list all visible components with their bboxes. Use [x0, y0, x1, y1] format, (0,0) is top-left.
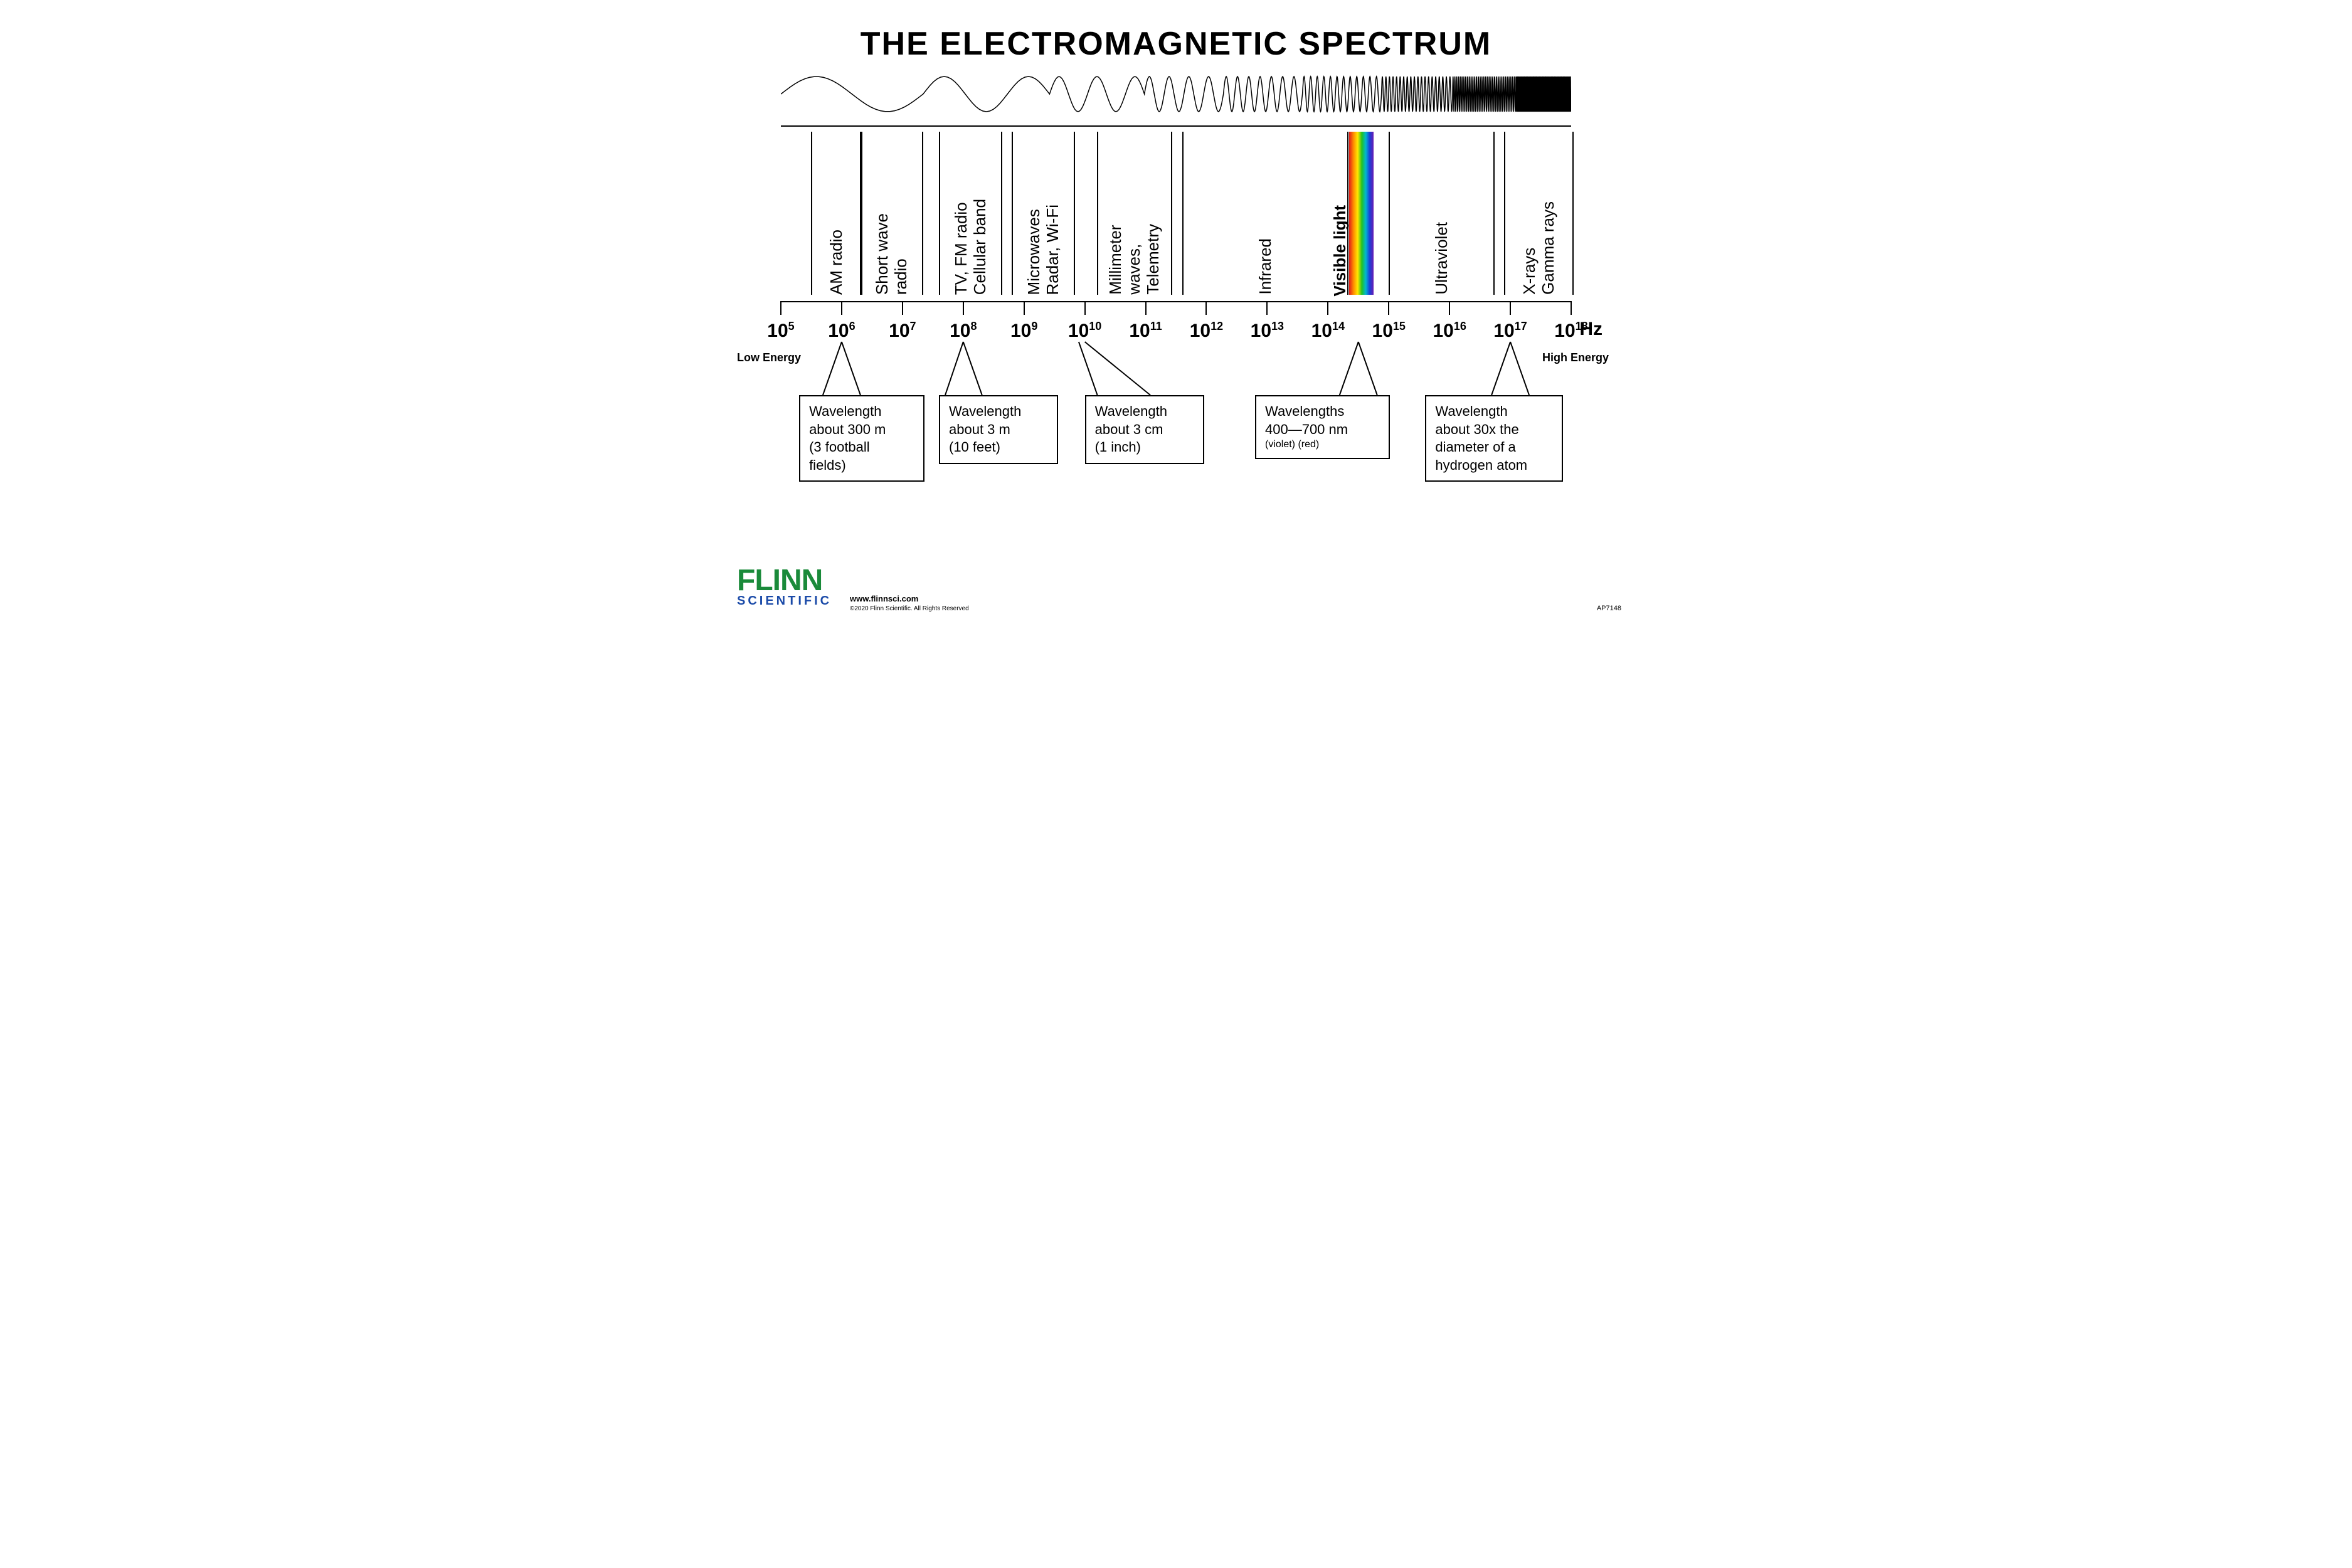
callout-line: about 300 m	[809, 421, 914, 439]
callout-line: Wavelength	[809, 403, 914, 421]
callout-box: Wavelengthabout 300 m(3 footballfields)	[799, 395, 924, 482]
band-label: X-rays Gamma rays	[1520, 196, 1558, 295]
band-label: Infrared	[1256, 233, 1275, 295]
callout-line: about 30x the	[1435, 421, 1553, 439]
visible-light-label: Visible light	[1330, 205, 1350, 296]
spectrum-band: Millimeter waves, Telemetry	[1097, 132, 1172, 295]
brand-logo: FLINN SCIENTIFIC	[737, 568, 832, 608]
callout-line: fields)	[809, 457, 914, 475]
band-label: Ultraviolet	[1433, 217, 1451, 295]
callout-line: Wavelength	[949, 403, 1048, 421]
callout-box: Wavelengthabout 3 m(10 feet)	[939, 395, 1058, 464]
callout-line: about 3 m	[949, 421, 1048, 439]
brand-bottom: SCIENTIFIC	[737, 594, 832, 608]
spectrum-band: Ultraviolet	[1389, 132, 1495, 295]
callouts-area: Wavelengthabout 300 m(3 footballfields)W…	[781, 301, 1571, 489]
callout-box: Wavelengthabout 30x thediameter of ahydr…	[1425, 395, 1563, 482]
band-label: TV, FM radio Cellular band	[952, 194, 990, 295]
callout-line: (3 football	[809, 438, 914, 457]
band-label: Millimeter waves, Telemetry	[1106, 219, 1163, 295]
spectrum-band: AM radio	[811, 132, 862, 295]
spectrum-band: X-rays Gamma rays	[1504, 132, 1574, 295]
callout-line: (1 inch)	[1095, 438, 1194, 457]
callout-line: hydrogen atom	[1435, 457, 1553, 475]
brand-top: FLINN	[737, 568, 832, 594]
band-top-rule	[781, 125, 1571, 127]
page-title: THE ELECTROMAGNETIC SPECTRUM	[706, 25, 1646, 63]
brand-url: www.flinnsci.com	[850, 594, 918, 603]
callout-line: 400—700 nm	[1265, 421, 1380, 439]
callout-pointer	[1079, 342, 1150, 395]
spectrum-diagram: THE ELECTROMAGNETIC SPECTRUM AM radio Sho…	[706, 0, 1646, 627]
brand-copyright: ©2020 Flinn Scientific. All Rights Reser…	[850, 605, 969, 612]
axis-unit: Hz	[1579, 319, 1602, 340]
visible-light-band	[1349, 132, 1374, 295]
callout-pointer	[1340, 342, 1377, 395]
callout-line: Wavelength	[1095, 403, 1194, 421]
callout-line: Wavelengths	[1265, 403, 1380, 421]
spectrum-band: TV, FM radio Cellular band	[939, 132, 1002, 295]
callout-line: diameter of a	[1435, 438, 1553, 457]
spectrum-band: Short wave radio	[860, 132, 923, 295]
callout-line: Wavelength	[1435, 403, 1553, 421]
band-label: Short wave radio	[873, 208, 911, 295]
band-label: Microwaves Radar, Wi-Fi	[1025, 199, 1062, 295]
band-area: AM radio Short wave radio TV, FM radio Cel…	[781, 125, 1571, 301]
band-label: AM radio	[827, 225, 846, 295]
callout-line: about 3 cm	[1095, 421, 1194, 439]
callout-pointer	[823, 342, 861, 395]
wave-graphic	[781, 72, 1571, 116]
callout-pointer	[1491, 342, 1529, 395]
spectrum-band: Infrared	[1182, 132, 1349, 295]
product-code: AP7148	[1597, 605, 1621, 612]
spectrum-band: Microwaves Radar, Wi-Fi	[1012, 132, 1075, 295]
callout-pointer	[945, 342, 982, 395]
callout-line: (10 feet)	[949, 438, 1048, 457]
callout-subline: (violet) (red)	[1265, 438, 1380, 452]
callout-box: Wavelengthabout 3 cm(1 inch)	[1085, 395, 1204, 464]
callout-box: Wavelengths400—700 nm(violet) (red)	[1255, 395, 1390, 459]
